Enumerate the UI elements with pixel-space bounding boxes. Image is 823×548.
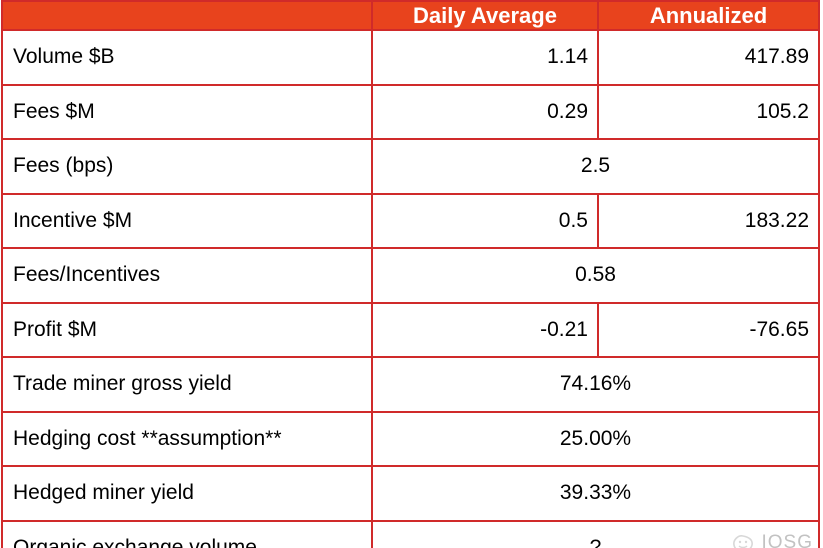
header-row: Daily Average Annualized [1,0,820,31]
daily-average-value: -0.21 [371,301,599,358]
row-label: Volume $B [1,29,373,86]
daily-average-value: 0.5 [371,192,599,249]
row-label: Profit $M [1,301,373,358]
column-header-daily-average: Daily Average [371,0,599,31]
row-label: Fees/Incentives [1,247,373,304]
column-header-annualized: Annualized [597,0,820,31]
row-label: Incentive $M [1,192,373,249]
table-row: Hedged miner yield 39.33% [1,465,820,522]
row-label: Organic exchange volume [1,519,373,548]
table-row: Volume $B 1.14 417.89 [1,29,820,86]
merged-value: 39.33% [371,465,820,522]
row-label: Hedged miner yield [1,465,373,522]
merged-value: 25.00% [371,410,820,467]
row-label: Fees $M [1,83,373,140]
row-label: Trade miner gross yield [1,356,373,413]
table-row: Fees (bps) 2.5 [1,138,820,195]
table-row: Incentive $M 0.5 183.22 [1,192,820,249]
merged-value: 0.58 [371,247,820,304]
table-row: Profit $M -0.21 -76.65 [1,301,820,358]
annualized-value: 183.22 [597,192,820,249]
table-row: Fees $M 0.29 105.2 [1,83,820,140]
iosg-logo-icon [733,535,754,548]
watermark-text: IOSG [761,532,813,548]
watermark: IOSG [730,531,813,548]
row-label: Fees (bps) [1,138,373,195]
daily-average-value: 1.14 [371,29,599,86]
annualized-value: 417.89 [597,29,820,86]
annualized-value: -76.65 [597,301,820,358]
corner-header-cell [1,0,373,31]
table-row: Trade miner gross yield 74.16% [1,356,820,413]
daily-average-value: 0.29 [371,83,599,140]
row-label: Hedging cost **assumption** [1,410,373,467]
merged-value: ? [371,519,820,548]
table-row: Fees/Incentives 0.58 [1,247,820,304]
annualized-value: 105.2 [597,83,820,140]
merged-value: 74.16% [371,356,820,413]
table-row: Organic exchange volume ? [1,519,820,548]
table-row: Hedging cost **assumption** 25.00% [1,410,820,467]
merged-value: 2.5 [371,138,820,195]
